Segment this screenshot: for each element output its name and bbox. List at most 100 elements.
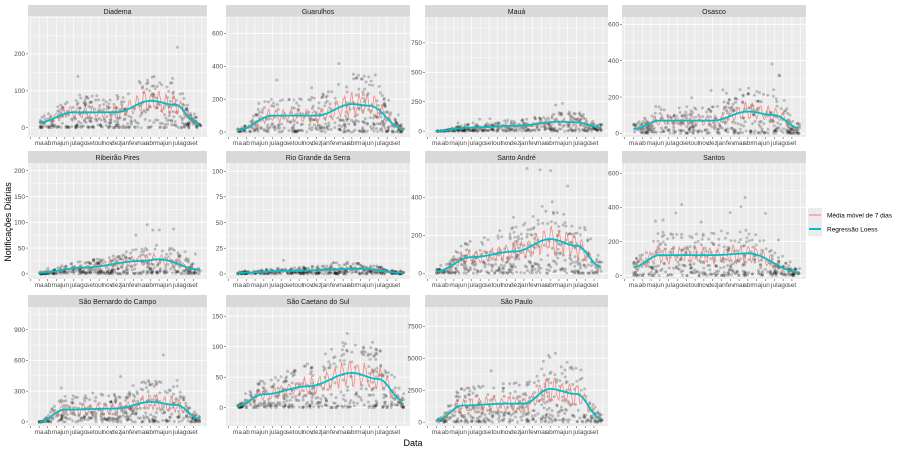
data-point xyxy=(760,273,764,277)
data-point xyxy=(337,269,341,273)
data-point xyxy=(553,269,557,273)
data-point xyxy=(743,263,747,267)
x-tick-label: nov xyxy=(102,140,113,147)
data-point xyxy=(679,128,683,132)
data-point xyxy=(694,232,698,236)
data-point xyxy=(148,119,152,123)
data-point xyxy=(650,128,654,132)
data-point xyxy=(632,122,636,126)
data-point xyxy=(367,75,371,79)
data-point xyxy=(301,129,305,133)
data-point xyxy=(666,237,670,241)
data-point xyxy=(186,124,190,128)
data-point xyxy=(125,418,129,422)
data-point xyxy=(600,122,604,126)
data-point xyxy=(367,393,371,397)
data-point xyxy=(575,269,579,273)
data-point xyxy=(71,419,75,423)
data-point xyxy=(645,130,649,134)
data-point xyxy=(276,108,280,112)
x-tick-label: ma xyxy=(647,282,656,289)
data-point xyxy=(574,260,578,264)
data-point xyxy=(254,125,258,129)
data-point xyxy=(291,126,295,130)
data-point xyxy=(715,131,719,135)
data-point xyxy=(258,110,262,114)
data-point xyxy=(58,418,62,422)
data-point xyxy=(462,254,466,258)
data-point xyxy=(198,419,202,423)
y-tick-label: 50 xyxy=(216,220,224,227)
data-point xyxy=(729,273,733,277)
data-point xyxy=(117,125,121,129)
data-point xyxy=(720,273,724,277)
data-point xyxy=(581,112,585,116)
data-point xyxy=(262,106,266,110)
data-point xyxy=(363,350,367,354)
data-point xyxy=(59,107,63,111)
data-point xyxy=(580,271,584,275)
data-point xyxy=(191,420,195,424)
data-point xyxy=(83,101,87,105)
data-point xyxy=(503,270,507,274)
data-point xyxy=(121,124,125,128)
data-point xyxy=(768,269,772,273)
data-point xyxy=(713,271,717,275)
data-point xyxy=(168,99,172,103)
data-point xyxy=(362,120,366,124)
data-point xyxy=(129,265,133,269)
data-point xyxy=(122,410,126,414)
data-point xyxy=(757,272,761,276)
data-point xyxy=(367,269,371,273)
data-point xyxy=(102,98,106,102)
data-point xyxy=(281,258,285,262)
data-point xyxy=(88,269,92,273)
data-point xyxy=(482,129,486,133)
x-tick-label: set xyxy=(485,282,494,289)
data-point xyxy=(125,270,129,274)
data-point xyxy=(149,271,153,275)
data-point xyxy=(79,96,83,100)
data-point xyxy=(745,236,749,240)
data-point xyxy=(582,128,586,132)
data-point xyxy=(301,265,305,269)
data-point xyxy=(677,263,681,267)
data-point xyxy=(510,126,514,130)
data-point xyxy=(584,125,588,129)
data-point xyxy=(467,128,471,132)
data-point xyxy=(295,121,299,125)
data-point xyxy=(517,257,521,261)
data-point xyxy=(311,118,315,122)
data-point xyxy=(717,269,721,273)
x-tick-label: mar xyxy=(337,282,349,289)
data-point xyxy=(379,127,383,131)
x-tick-label: jun xyxy=(364,140,374,147)
data-point xyxy=(636,260,640,264)
data-point xyxy=(676,121,680,125)
x-tick-label: ago xyxy=(382,140,393,147)
data-point xyxy=(141,253,145,257)
data-point xyxy=(560,267,564,271)
data-point xyxy=(244,405,248,409)
x-tick-label: ab xyxy=(442,282,450,289)
data-point xyxy=(76,419,80,423)
data-point xyxy=(716,104,720,108)
data-point xyxy=(151,269,155,273)
data-point xyxy=(378,128,382,132)
data-point xyxy=(183,269,187,273)
data-point xyxy=(640,265,644,269)
x-tick-label: ma xyxy=(356,140,365,147)
data-point xyxy=(563,267,567,271)
data-point xyxy=(369,264,373,268)
data-point xyxy=(582,116,586,120)
data-point xyxy=(659,242,663,246)
data-point xyxy=(155,264,159,268)
data-point xyxy=(446,270,450,274)
data-point xyxy=(596,123,600,127)
data-point xyxy=(274,272,278,276)
data-point xyxy=(115,418,119,422)
data-point xyxy=(525,232,529,236)
data-point xyxy=(794,268,798,272)
data-point xyxy=(91,391,95,395)
y-tick-label: 50 xyxy=(18,245,26,252)
